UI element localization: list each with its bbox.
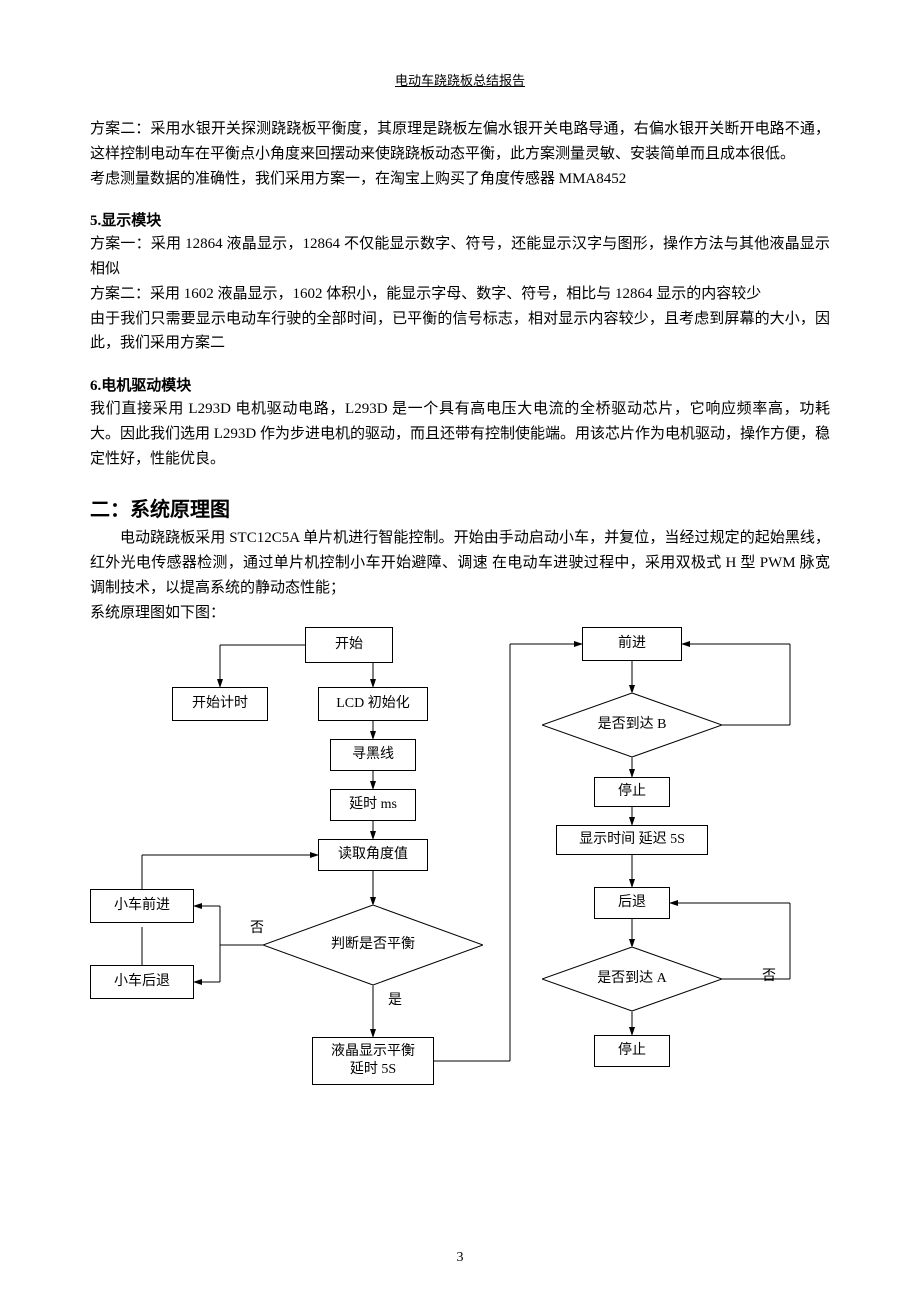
para-choice: 考虑测量数据的准确性，我们采用方案一，在淘宝上购买了角度传感器 MMA8452 — [90, 167, 830, 192]
flow-node-start: 开始 — [305, 627, 393, 663]
sys-p2: 系统原理图如下图： — [90, 601, 830, 626]
s5-p3: 由于我们只需要显示电动车行驶的全部时间，已平衡的信号标志，相对显示内容较少，且考… — [90, 307, 830, 357]
sys-p1: 电动跷跷板采用 STC12C5A 单片机进行智能控制。开始由手动启动小车，并复位… — [90, 526, 830, 600]
flow-node-timer: 开始计时 — [172, 687, 268, 721]
para-scheme2: 方案二：采用水银开关探测跷跷板平衡度，其原理是跷板左偏水银开关电路导通，右偏水银… — [90, 117, 830, 167]
flow-node-read: 读取角度值 — [318, 839, 428, 871]
flow-node-lcd_bal: 液晶显示平衡延时 5S — [312, 1037, 434, 1085]
s6-p1: 我们直接采用 L293D 电机驱动电路，L293D 是一个具有高电压大电流的全桥… — [90, 397, 830, 471]
flowchart: 开始开始计时 LCD 初始化寻黑线延时 ms 读取角度值小车前进小车后退液晶显示平衡… — [90, 627, 830, 1157]
flow-label-no1: 否 — [250, 917, 264, 937]
flow-node-showtime: 显示时间 延迟 5S — [556, 825, 708, 855]
s5-p1: 方案一：采用 12864 液晶显示，12864 不仅能显示数字、符号，还能显示汉… — [90, 232, 830, 282]
page-number: 3 — [0, 1250, 920, 1266]
flow-diamond-balance: 判断是否平衡 — [263, 905, 483, 985]
doc-header: 电动车跷跷板总结报告 — [90, 70, 830, 89]
flow-node-stop1: 停止 — [594, 777, 670, 807]
flow-node-delay: 延时 ms — [330, 789, 416, 821]
h2-system-diagram: 二：系统原理图 — [90, 493, 830, 522]
section-6-head: 6.电机驱动模块 — [90, 374, 830, 395]
flow-diamond-reachB: 是否到达 B — [542, 693, 722, 757]
s5-p2: 方案二：采用 1602 液晶显示，1602 体积小，能显示字母、数字、符号，相比… — [90, 282, 830, 307]
flow-node-back: 后退 — [594, 887, 670, 919]
flow-label-yes1: 是 — [388, 989, 402, 1009]
flow-label-no2: 否 — [762, 965, 776, 985]
flow-node-black: 寻黑线 — [330, 739, 416, 771]
flow-node-forward: 前进 — [582, 627, 682, 661]
section-5-head: 5.显示模块 — [90, 209, 830, 230]
flow-diamond-reachA: 是否到达 A — [542, 947, 722, 1011]
flow-node-stop2: 停止 — [594, 1035, 670, 1067]
flow-node-lcd: LCD 初始化 — [318, 687, 428, 721]
flow-node-back_car: 小车后退 — [90, 965, 194, 999]
flow-node-fwd_car: 小车前进 — [90, 889, 194, 923]
